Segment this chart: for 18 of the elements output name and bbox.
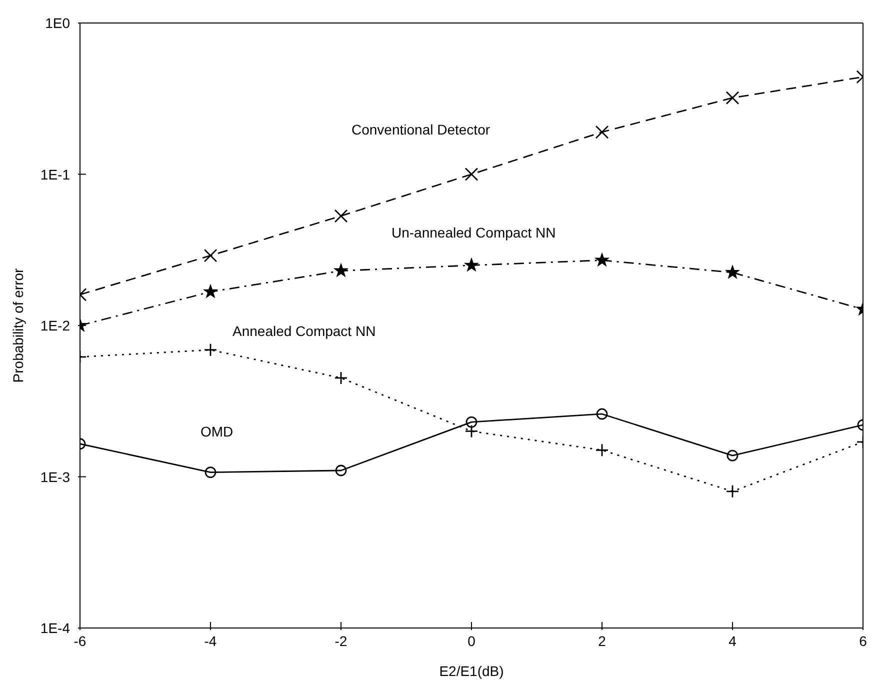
x-tick-label: -6 bbox=[74, 633, 86, 649]
x-tick-label: 0 bbox=[468, 633, 476, 649]
x-axis-title: E2/E1(dB) bbox=[439, 663, 504, 679]
y-tick-label: 1E0 bbox=[45, 15, 70, 31]
x-tick-label: -4 bbox=[204, 633, 217, 649]
y-tick-label: 1E-3 bbox=[40, 468, 70, 485]
y-tick-label: 1E-2 bbox=[40, 318, 70, 334]
y-tick-label: 1E-1 bbox=[40, 166, 70, 182]
x-tick-label: 4 bbox=[728, 633, 737, 649]
x-tick-label: 2 bbox=[598, 633, 606, 649]
series-label: Un-annealed Compact NN bbox=[392, 224, 556, 240]
y-axis-title: Probability of error bbox=[10, 268, 26, 383]
series-label: Annealed Compact NN bbox=[232, 322, 376, 339]
x-tick-label: -2 bbox=[334, 633, 348, 649]
text: Conventional Detector bbox=[352, 121, 490, 138]
x-tick-label: 6 bbox=[859, 633, 868, 649]
text: OMD bbox=[200, 423, 234, 440]
y-tick-label: 1E-4 bbox=[40, 620, 70, 636]
